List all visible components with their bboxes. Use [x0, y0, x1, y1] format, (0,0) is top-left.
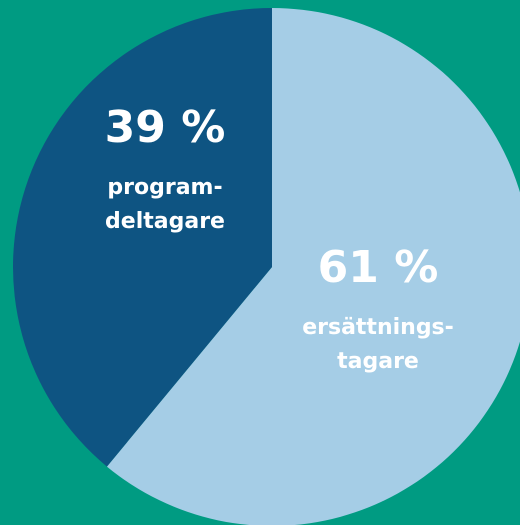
- category-label-line: ersättnings-: [302, 315, 454, 340]
- category-label: program-deltagare: [105, 175, 225, 234]
- category-label-line: tagare: [337, 349, 419, 374]
- pie-slice: [13, 8, 272, 467]
- category-label-line: deltagare: [105, 209, 225, 234]
- pie-slice: [106, 8, 520, 525]
- category-label-line: program-: [107, 175, 222, 200]
- category-label: ersättnings-tagare: [302, 315, 454, 374]
- value-label: 61 %: [318, 242, 439, 293]
- value-label: 39 %: [105, 102, 226, 153]
